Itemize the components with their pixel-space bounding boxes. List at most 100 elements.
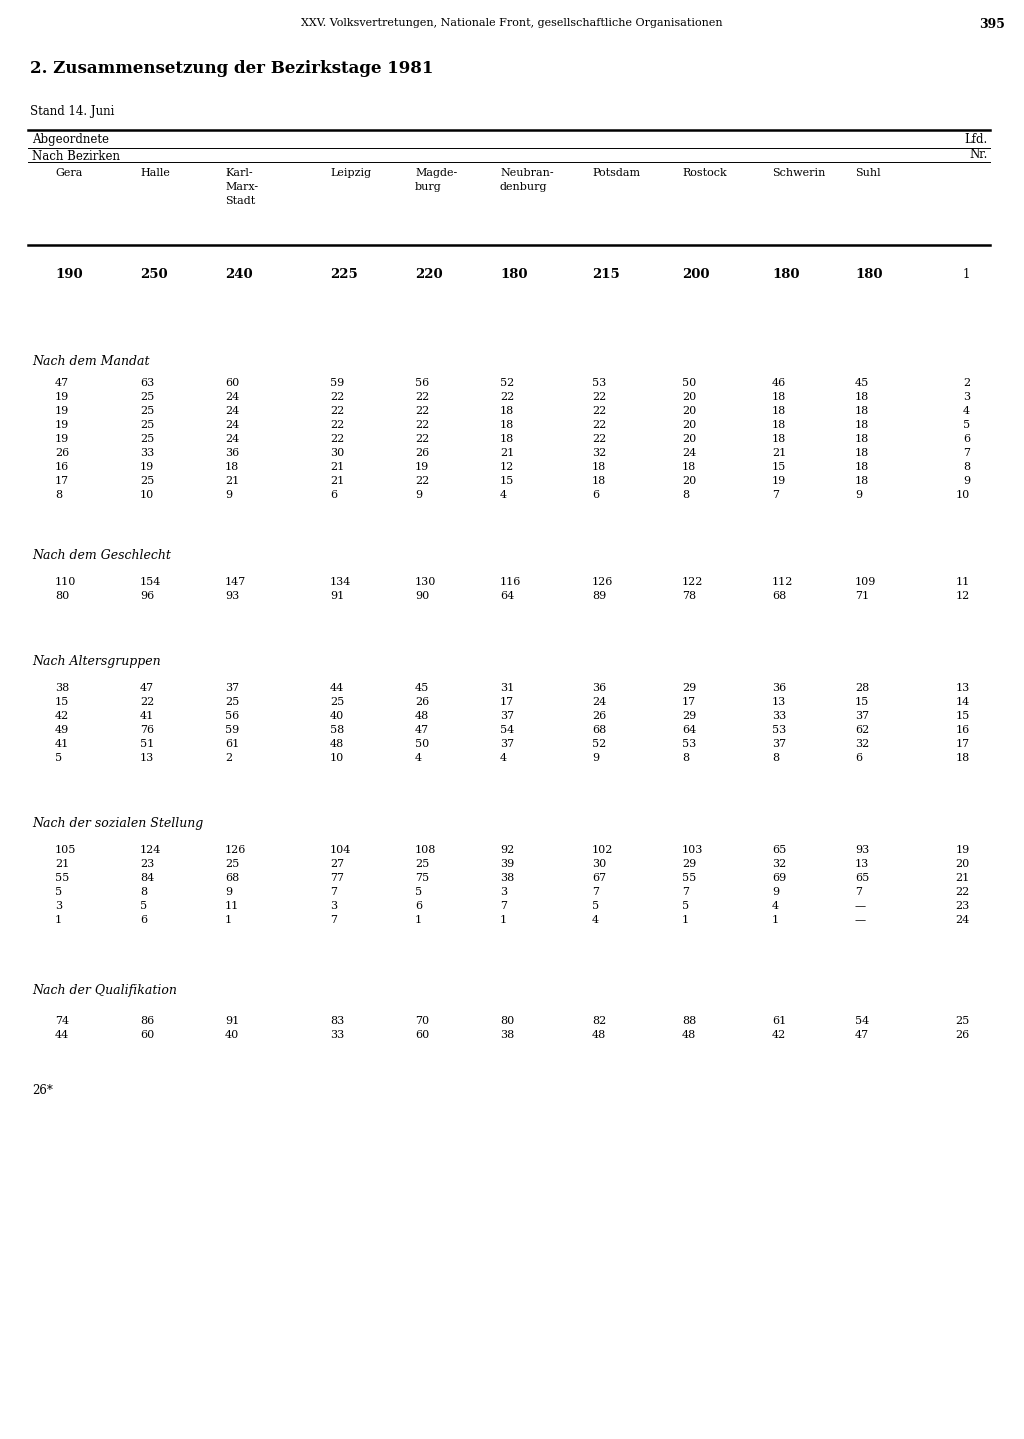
Text: 112: 112 <box>772 577 794 587</box>
Text: 60: 60 <box>415 1030 429 1040</box>
Text: 104: 104 <box>330 845 351 855</box>
Text: 10: 10 <box>140 491 155 499</box>
Text: 4: 4 <box>415 753 422 763</box>
Text: 32: 32 <box>855 740 869 750</box>
Text: 220: 220 <box>415 268 442 281</box>
Text: 15: 15 <box>772 462 786 472</box>
Text: 26: 26 <box>955 1030 970 1040</box>
Text: 25: 25 <box>225 859 240 869</box>
Text: 154: 154 <box>140 577 162 587</box>
Text: 80: 80 <box>55 591 70 602</box>
Text: 18: 18 <box>225 462 240 472</box>
Text: 22: 22 <box>330 435 344 445</box>
Text: 5: 5 <box>55 753 62 763</box>
Text: 22: 22 <box>500 391 514 401</box>
Text: 24: 24 <box>225 435 240 445</box>
Text: 26: 26 <box>592 711 606 721</box>
Text: 68: 68 <box>592 725 606 735</box>
Text: Marx-: Marx- <box>225 181 258 191</box>
Text: 9: 9 <box>963 476 970 486</box>
Text: 26: 26 <box>415 448 429 458</box>
Text: Schwerin: Schwerin <box>772 168 825 178</box>
Text: 48: 48 <box>415 711 429 721</box>
Text: 70: 70 <box>415 1016 429 1026</box>
Text: Stadt: Stadt <box>225 196 255 206</box>
Text: Gera: Gera <box>55 168 82 178</box>
Text: 26: 26 <box>55 448 70 458</box>
Text: 1: 1 <box>415 915 422 925</box>
Text: 9: 9 <box>855 491 862 499</box>
Text: 1: 1 <box>500 915 507 925</box>
Text: 250: 250 <box>140 268 168 281</box>
Text: 25: 25 <box>140 420 155 430</box>
Text: 33: 33 <box>330 1030 344 1040</box>
Text: 18: 18 <box>855 391 869 401</box>
Text: 1: 1 <box>682 915 689 925</box>
Text: 22: 22 <box>592 435 606 445</box>
Text: 19: 19 <box>55 391 70 401</box>
Text: 110: 110 <box>55 577 77 587</box>
Text: 8: 8 <box>55 491 62 499</box>
Text: 48: 48 <box>682 1030 696 1040</box>
Text: 82: 82 <box>592 1016 606 1026</box>
Text: 22: 22 <box>415 435 429 445</box>
Text: 4: 4 <box>592 915 599 925</box>
Text: 14: 14 <box>955 696 970 707</box>
Text: Suhl: Suhl <box>855 168 881 178</box>
Text: 11: 11 <box>225 901 240 911</box>
Text: 36: 36 <box>592 684 606 694</box>
Text: 54: 54 <box>500 725 514 735</box>
Text: 96: 96 <box>140 591 155 602</box>
Text: 12: 12 <box>500 462 514 472</box>
Text: XXV. Volksvertretungen, Nationale Front, gesellschaftliche Organisationen: XXV. Volksvertretungen, Nationale Front,… <box>301 19 723 27</box>
Text: 3: 3 <box>330 901 337 911</box>
Text: 18: 18 <box>500 406 514 416</box>
Text: 55: 55 <box>682 873 696 884</box>
Text: 30: 30 <box>592 859 606 869</box>
Text: 88: 88 <box>682 1016 696 1026</box>
Text: 5: 5 <box>415 886 422 896</box>
Text: 60: 60 <box>140 1030 155 1040</box>
Text: 36: 36 <box>225 448 240 458</box>
Text: 64: 64 <box>682 725 696 735</box>
Text: 18: 18 <box>682 462 696 472</box>
Text: 13: 13 <box>140 753 155 763</box>
Text: 37: 37 <box>225 684 240 694</box>
Text: 10: 10 <box>955 491 970 499</box>
Text: 102: 102 <box>592 845 613 855</box>
Text: 68: 68 <box>772 591 786 602</box>
Text: Halle: Halle <box>140 168 170 178</box>
Text: 32: 32 <box>772 859 786 869</box>
Text: 18: 18 <box>855 448 869 458</box>
Text: 9: 9 <box>772 886 779 896</box>
Text: 20: 20 <box>682 406 696 416</box>
Text: 126: 126 <box>225 845 247 855</box>
Text: 190: 190 <box>55 268 83 281</box>
Text: 18: 18 <box>955 753 970 763</box>
Text: 33: 33 <box>140 448 155 458</box>
Text: 44: 44 <box>330 684 344 694</box>
Text: 18: 18 <box>592 476 606 486</box>
Text: 91: 91 <box>330 591 344 602</box>
Text: 38: 38 <box>55 684 70 694</box>
Text: 22: 22 <box>592 391 606 401</box>
Text: 3: 3 <box>55 901 62 911</box>
Text: 22: 22 <box>415 406 429 416</box>
Text: 47: 47 <box>415 725 429 735</box>
Text: 47: 47 <box>55 378 70 389</box>
Text: Magde-: Magde- <box>415 168 458 178</box>
Text: 9: 9 <box>592 753 599 763</box>
Text: 24: 24 <box>225 420 240 430</box>
Text: 8: 8 <box>682 753 689 763</box>
Text: 19: 19 <box>55 420 70 430</box>
Text: 18: 18 <box>772 391 786 401</box>
Text: 8: 8 <box>682 491 689 499</box>
Text: 8: 8 <box>140 886 147 896</box>
Text: 40: 40 <box>330 711 344 721</box>
Text: 42: 42 <box>55 711 70 721</box>
Text: 49: 49 <box>55 725 70 735</box>
Text: 22: 22 <box>140 696 155 707</box>
Text: 134: 134 <box>330 577 351 587</box>
Text: 41: 41 <box>140 711 155 721</box>
Text: 20: 20 <box>682 435 696 445</box>
